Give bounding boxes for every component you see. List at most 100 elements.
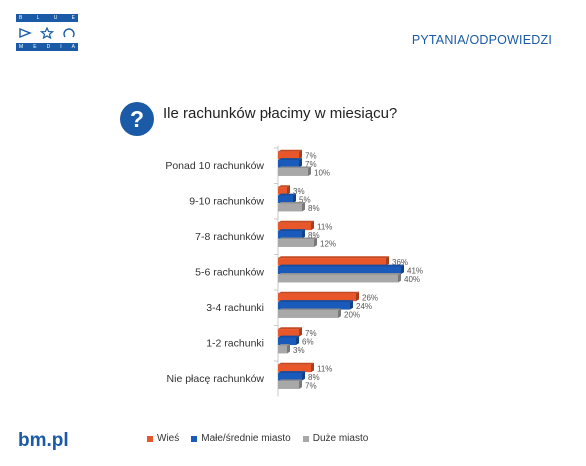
question-icon: ?	[120, 102, 154, 136]
data-label: 41%	[407, 267, 423, 276]
category-label: 7-8 rachunków	[195, 231, 264, 243]
data-label: 11%	[317, 223, 332, 232]
data-label: 7%	[305, 381, 317, 390]
bar-side	[308, 166, 311, 176]
section-title: PYTANIA/ODPOWIEDZI	[411, 33, 552, 47]
blue-media-logo: B L U E M E D I A	[16, 14, 78, 51]
legend-label: Duże miasto	[312, 433, 369, 444]
data-label: 20%	[344, 310, 360, 319]
data-label: 3%	[293, 187, 305, 196]
data-label: 10%	[314, 168, 330, 177]
bar-side	[356, 291, 359, 302]
bar	[278, 230, 302, 239]
bar-top	[278, 273, 401, 275]
bar	[278, 159, 299, 168]
bar-top	[278, 335, 299, 338]
logo-letter: E	[71, 15, 75, 21]
logo-letter: M	[19, 44, 24, 50]
bar-top	[278, 158, 302, 160]
bar	[278, 381, 299, 389]
bar-top	[278, 264, 404, 267]
bar-side	[302, 229, 305, 239]
bar	[278, 301, 350, 310]
data-label: 24%	[356, 302, 372, 311]
logo-letter: D	[46, 44, 51, 50]
logo-letter: B	[19, 15, 23, 21]
bar	[278, 329, 299, 337]
legend-label: Małe/średnie miasto	[201, 433, 291, 444]
bm-pl-logo: bm.pl	[18, 430, 69, 451]
bar-side	[311, 220, 314, 231]
bar	[278, 239, 314, 247]
category-label: 5-6 rachunków	[195, 266, 264, 278]
bar	[278, 274, 398, 283]
legend-swatch	[147, 435, 153, 442]
data-label: 7%	[305, 160, 317, 169]
play-icon	[19, 27, 32, 39]
bar-top	[278, 149, 302, 152]
bar-top	[278, 344, 290, 346]
logo-letter: L	[36, 15, 40, 21]
data-label: 5%	[299, 196, 311, 205]
data-label: 8%	[308, 373, 320, 382]
bar	[278, 151, 299, 160]
legend-swatch	[191, 435, 198, 442]
bar	[278, 187, 287, 195]
category-label: Nie płacę rachunków	[167, 373, 265, 385]
bar-side	[386, 256, 389, 266]
logo-letter: I	[60, 44, 62, 50]
bar-top	[278, 362, 314, 365]
bar	[278, 337, 296, 346]
bar-side	[299, 379, 302, 389]
star-icon	[40, 27, 54, 39]
legend-swatch	[302, 435, 309, 442]
data-label: 12%	[320, 239, 336, 248]
bar	[278, 222, 311, 231]
bar-top	[278, 193, 296, 196]
bar	[278, 364, 311, 373]
category-label: Ponad 10 rachunków	[165, 160, 264, 172]
bar	[278, 168, 308, 176]
bar-side	[287, 185, 290, 195]
bar	[278, 266, 401, 275]
legend-item: Małe/średnie miasto	[191, 433, 291, 444]
bar-top	[278, 185, 290, 188]
bar	[278, 293, 356, 302]
bar-side	[299, 327, 302, 337]
logo-letter: A	[71, 44, 75, 50]
data-label: 8%	[308, 204, 320, 213]
data-label: 6%	[302, 338, 314, 347]
bar-side	[299, 149, 302, 160]
bar-side	[350, 300, 353, 310]
bar-top	[278, 202, 305, 204]
bar-side	[314, 237, 317, 247]
bar-side	[302, 202, 305, 212]
chart-legend: Wieś Małe/średnie miasto Duże miasto	[147, 433, 368, 444]
bar	[278, 372, 302, 381]
bar-side	[293, 193, 296, 204]
bar-side	[287, 344, 290, 354]
bar-side	[338, 308, 341, 318]
bar-side	[296, 335, 299, 346]
bar-top	[278, 256, 389, 259]
data-label: 3%	[293, 346, 305, 355]
data-label: 7%	[305, 329, 317, 338]
bar-side	[302, 371, 305, 381]
bar	[278, 310, 338, 318]
legend-label: Wieś	[157, 433, 180, 444]
data-label: 7%	[305, 152, 317, 161]
bar-side	[401, 264, 404, 275]
bar-top	[278, 300, 353, 302]
legend-item: Duże miasto	[302, 433, 369, 444]
bar-top	[278, 371, 305, 373]
loop-icon	[63, 28, 75, 38]
data-label: 8%	[308, 231, 320, 240]
data-label: 36%	[392, 258, 408, 267]
bar-top	[278, 166, 311, 169]
bar-top	[278, 229, 305, 231]
bar	[278, 345, 287, 354]
bar-top	[278, 327, 302, 330]
category-label: 3-4 rachunki	[206, 302, 264, 314]
logo-letter: U	[53, 15, 58, 21]
